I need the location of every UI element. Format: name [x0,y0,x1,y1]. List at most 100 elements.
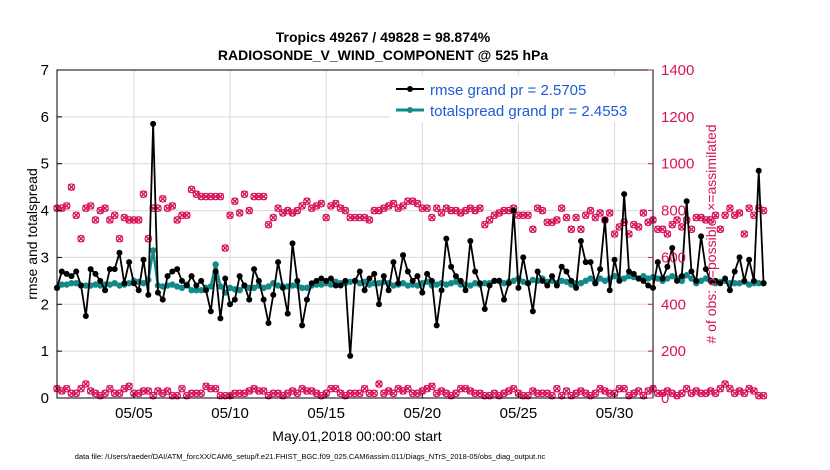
rmse-point [193,282,200,289]
rmse-point [707,277,714,284]
totalspread-point [390,282,397,289]
rmse-point [597,266,604,273]
rmse-point [534,268,541,275]
rmse-point [688,268,695,275]
assimilated_low-marker-o [356,389,364,398]
assimilated_low-marker-o [139,387,148,395]
rmse-point [491,277,498,284]
assimilated_low-marker-o [115,389,124,398]
possible_high-marker-o [110,211,119,220]
possible_high-marker-o [524,211,532,220]
totalspread-point [500,280,508,287]
rmse-point [294,277,301,284]
rmse-point [712,277,719,284]
rmse-point [539,277,546,284]
rmse-point [630,270,637,277]
rmse-point [549,273,556,280]
y-right-tick-label: 600 [661,249,686,266]
totalspread-point [452,278,460,285]
rmse-point [395,280,402,287]
totalspread-point [111,280,118,287]
rmse-point [635,275,642,282]
assimilated_low-marker-o [480,391,489,400]
possible_high-marker-o [322,213,330,222]
rmse-point [332,282,339,289]
assimilated_low-marker-o [750,387,758,395]
assimilated_low-marker-o [620,384,628,393]
totalspread-point [582,277,589,285]
x-tick-label: 05/10 [211,405,249,422]
possible_high-marker-o [437,209,446,217]
possible_high-marker-x [183,211,191,219]
y-right-tick-label: 800 [661,203,686,220]
totalspread-point [149,247,157,254]
assimilated_low-marker-o [553,384,561,393]
possible_high-marker-o [423,204,431,213]
assimilated_low-marker-o [370,389,379,398]
assimilated_low-marker-o [197,389,205,398]
assimilated_low-marker-x [553,385,561,393]
totalspread-point [620,275,628,282]
possible_high-marker-o [605,209,614,217]
possible_high-marker-x [322,214,330,222]
possible_high-marker-o [106,216,114,224]
totalspread-point [73,280,80,287]
rmse-point [424,270,431,277]
rmse-point [135,287,142,294]
possible_high-marker-o [399,202,407,210]
assimilated_low-marker-x [760,392,768,400]
assimilated_low-marker-o [740,389,749,398]
possible_high-marker-x [240,190,248,198]
possible_high-marker-o [432,204,441,213]
rmse-point [145,291,152,298]
rmse-point [371,270,378,277]
assimilated_low-marker-o [163,387,172,395]
rmse-point [486,282,493,289]
possible_high-marker-o [351,213,359,222]
totalspread-point [731,280,738,287]
rmse-point [82,313,89,319]
possible_high-marker-x [260,193,268,201]
possible_high-marker-o [740,230,749,238]
assimilated_low-marker-o [72,389,81,398]
assimilated_low-marker-o [178,384,186,393]
rmse-point [702,266,709,273]
rmse-line [56,122,765,357]
rmse-point [625,268,632,275]
possible_high-marker-x [101,204,109,212]
rmse-point [553,282,560,289]
rmse-point [404,268,411,275]
possible_high-marker-o [341,206,350,215]
assimilated_low-marker-o [654,389,662,398]
possible_high-marker-o [91,216,100,224]
rmse-point [366,275,373,282]
possible_high-marker-o [586,206,595,215]
rmse-point [722,275,729,282]
possible_high-marker-x [87,202,95,210]
rmse-point [188,273,195,280]
assimilated_low-marker-o [548,391,556,400]
totalspread-point [265,283,272,290]
possible_high-marker-x [572,214,580,222]
rmse-point [255,277,262,284]
chart-title-line1: Tropics 49267 / 49828 = 98.874% [276,29,491,45]
possible_high-marker-x [226,211,234,219]
rmse-point [68,273,75,280]
obs-count-markers [53,183,768,400]
rmse-point [438,287,445,294]
rmse-point [97,277,104,284]
possible_high-marker-o [298,202,306,210]
possible_high-marker-o [389,199,398,208]
possible_high-marker-o [673,216,681,224]
assimilated_low-marker-o [67,389,76,398]
rmse-point [130,280,137,287]
x-tick-label: 05/15 [307,405,345,422]
possible_high-marker-o [370,206,379,215]
rmse-point [318,275,325,282]
assimilated_low-marker-o [259,387,268,395]
rmse-point [520,254,527,261]
rmse-point [563,268,570,275]
assimilated_low-marker-x [125,382,133,390]
totalspread-point [688,275,695,282]
totalspread-point [678,277,686,285]
